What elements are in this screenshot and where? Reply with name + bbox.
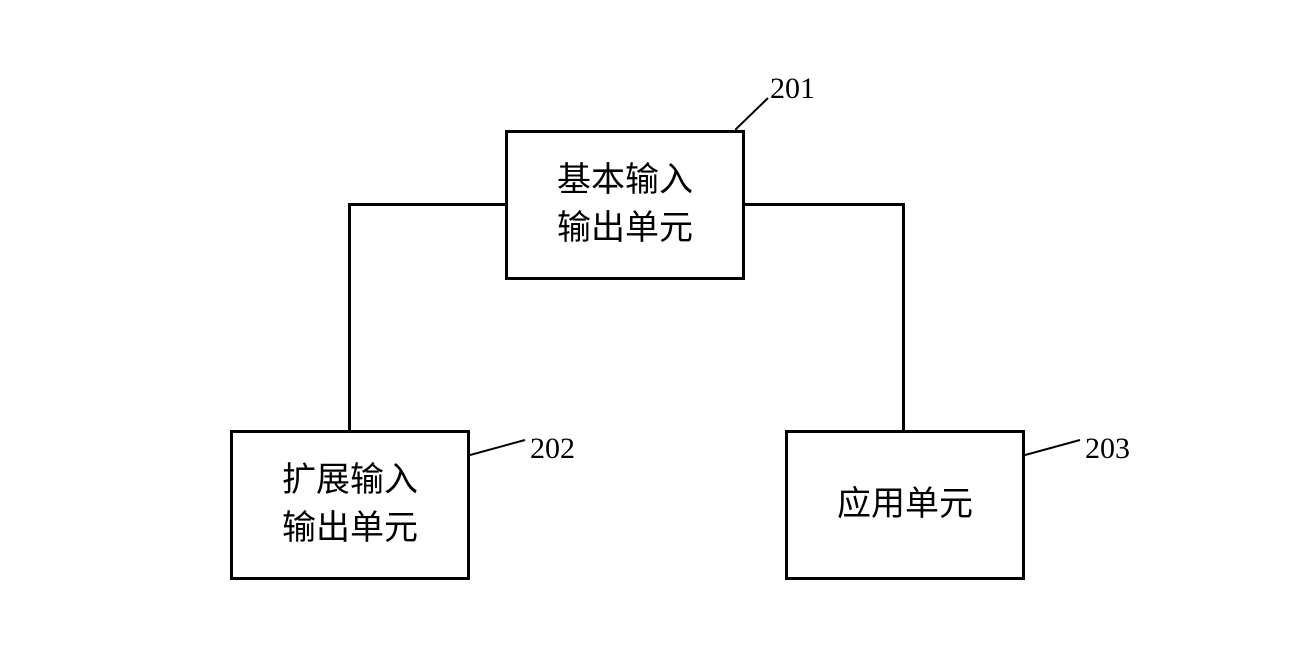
edge-top-left-vertical <box>348 203 351 433</box>
label-202: 202 <box>530 432 575 466</box>
edge-top-left-horizontal <box>348 203 508 206</box>
label-201: 201 <box>770 72 815 106</box>
node-text-application: 应用单元 <box>837 481 973 529</box>
node-application-unit: 应用单元 <box>785 430 1025 580</box>
edge-top-right-vertical <box>902 203 905 433</box>
edge-top-right-horizontal <box>745 203 905 206</box>
node-text-extended-io: 扩展输入 输出单元 <box>282 457 418 552</box>
leader-line-203 <box>1025 435 1085 460</box>
leader-line-201 <box>735 95 775 135</box>
label-203: 203 <box>1085 432 1130 466</box>
block-diagram: 基本输入 输出单元 201 扩展输入 输出单元 202 应用单元 203 <box>0 0 1290 672</box>
leader-line-202 <box>470 435 530 460</box>
node-text-basic-io: 基本输入 输出单元 <box>557 157 693 252</box>
node-extended-io-unit: 扩展输入 输出单元 <box>230 430 470 580</box>
node-basic-io-unit: 基本输入 输出单元 <box>505 130 745 280</box>
